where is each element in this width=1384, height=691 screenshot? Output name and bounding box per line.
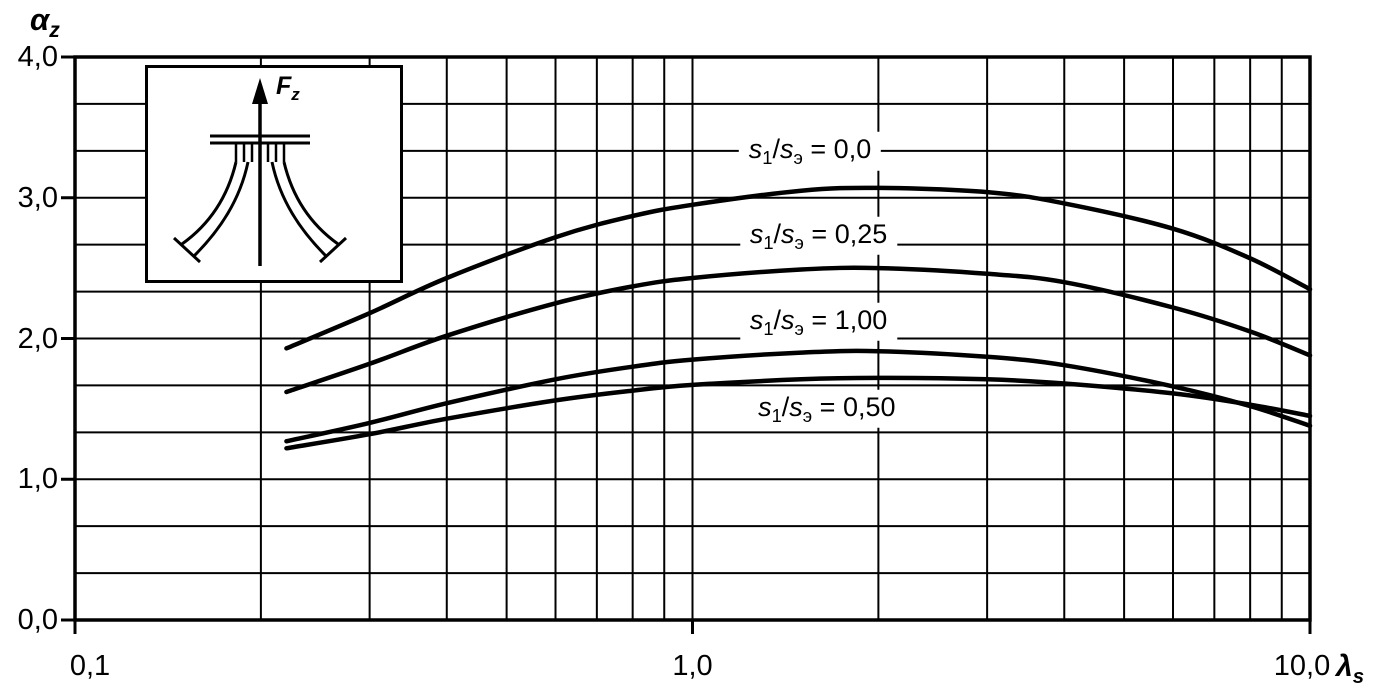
- force-fz-label: Fz: [276, 72, 300, 105]
- curve-label-0,25: s1/sэ = 0,25: [739, 216, 898, 255]
- curve-label-1,00: s1/sэ = 1,00: [739, 302, 898, 341]
- force-arrow-head: [252, 78, 268, 104]
- y-tick-label: 2,0: [17, 322, 58, 355]
- y-tick-label: 1,0: [17, 463, 58, 496]
- neck-hatching: [234, 143, 286, 162]
- x-tick-label: 1,0: [672, 650, 713, 682]
- y-tick-label: 4,0: [17, 41, 58, 73]
- x-axis-label-base: λ: [1336, 650, 1353, 683]
- shell-bands: [172, 161, 348, 264]
- x-axis-label-sub: s: [1352, 666, 1365, 688]
- force-fz-label-base: F: [276, 72, 292, 100]
- flanged-joint-icon: [172, 78, 348, 266]
- y-axis-label-base: α: [30, 2, 50, 37]
- x-tick-label: 0,1: [69, 650, 111, 682]
- curve-label-0,50: s1/sэ = 0,50: [748, 389, 906, 429]
- curve-0,25: [284, 265, 1313, 395]
- x-tick-label: 10,0: [1273, 650, 1331, 682]
- curve-0,0: [284, 185, 1313, 351]
- force-fz-label-sub: z: [291, 85, 300, 104]
- curve-1,00: [284, 348, 1313, 444]
- curve-label-0,0: s1/sэ = 0,0: [738, 132, 882, 171]
- y-tick-label: 3,0: [17, 181, 58, 214]
- y-axis-label: αz: [30, 2, 60, 43]
- y-axis-label-sub: z: [49, 19, 60, 43]
- inset-diagram: Fz: [145, 65, 403, 283]
- x-axis-label: λs: [1336, 650, 1364, 689]
- y-tick-label: 0,0: [17, 604, 58, 636]
- curve-0,50: [284, 375, 1313, 451]
